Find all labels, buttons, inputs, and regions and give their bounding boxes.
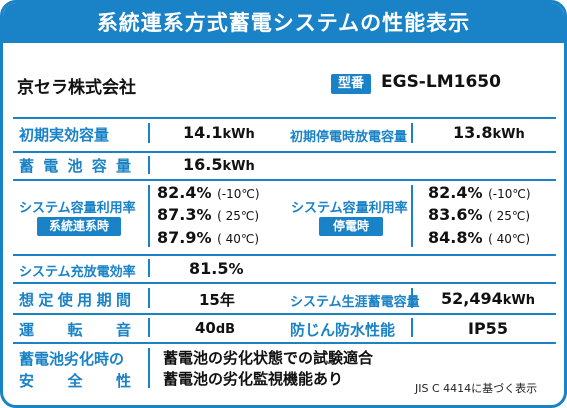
divider: [13, 282, 556, 284]
title-text: 系統連系方式蓄電システムの性能表示: [96, 11, 471, 35]
operating-noise-label: 運転音: [19, 321, 131, 339]
column-separator: [148, 348, 150, 388]
column-separator: [148, 185, 150, 247]
initial-outage-capacity-value: 13.8kWh: [453, 123, 525, 142]
storage-capacity-value: 16.5kWh: [183, 155, 255, 174]
column-separator: [148, 156, 150, 174]
divider: [13, 117, 556, 119]
utilization-outage-label: システム容量利用率: [291, 201, 408, 216]
column-separator: [411, 288, 413, 308]
outage-util-row: 84.8% ( 40℃): [428, 228, 531, 247]
safety-text-line1: 蓄電池の劣化状態での試験適合: [163, 349, 374, 367]
grid-util-row: 87.3% ( 25℃): [157, 205, 260, 224]
column-separator: [148, 259, 150, 277]
outage-util-row: 82.4% (-10℃): [428, 183, 531, 202]
model-number: EGS-LM1650: [381, 72, 501, 92]
lifetime-storage-value: 52,494kWh: [441, 289, 535, 308]
divider: [13, 313, 556, 315]
grid-util-row: 87.9% ( 40℃): [157, 228, 260, 247]
grid-util-row: 82.4% (-10℃): [157, 183, 260, 202]
charge-efficiency-label: システム充放電効率: [19, 265, 136, 280]
storage-capacity-label: 蓄電池容量: [19, 157, 131, 175]
divider: [13, 151, 556, 153]
outage-util-row: 83.6% ( 25℃): [428, 205, 531, 224]
grid-connected-badge: 系統連系時: [37, 217, 121, 236]
waterproof-label: 防じん防水性能: [290, 321, 396, 339]
divider: [13, 179, 556, 181]
usage-period-label: 想定使用期間: [19, 291, 131, 309]
waterproof-value: IP55: [468, 319, 508, 338]
maker-name: 京セラ株式会社: [17, 78, 136, 98]
safety-label-line1: 蓄電池劣化時の: [19, 350, 125, 368]
lifetime-storage-label: システム生涯蓄電容量: [290, 295, 420, 310]
column-separator: [411, 185, 413, 247]
initial-capacity-value: 14.1kWh: [183, 123, 255, 142]
safety-text-line2: 蓄電池の劣化監視機能あり: [163, 370, 344, 388]
initial-capacity-label: 初期実効容量: [19, 126, 110, 144]
divider: [13, 342, 556, 344]
title-banner: [3, 3, 564, 43]
utilization-grid-label: システム容量利用率: [19, 201, 136, 216]
outage-badge: 停電時: [319, 217, 383, 236]
column-separator: [148, 288, 150, 308]
divider: [13, 254, 556, 256]
safety-label-line2: 安全性: [19, 372, 131, 390]
column-separator: [411, 318, 413, 337]
usage-period-value: 15年: [199, 291, 235, 309]
model-badge: 型番: [331, 74, 371, 94]
initial-outage-capacity-label: 初期停電時放電容量: [290, 130, 408, 145]
operating-noise-value: 40dB: [195, 319, 236, 337]
column-separator: [411, 123, 413, 143]
column-separator: [148, 318, 150, 337]
column-separator: [148, 123, 150, 143]
charge-efficiency-value: 81.5%: [189, 259, 244, 278]
footnote: JIS C 4414に基づく表示: [415, 382, 538, 395]
